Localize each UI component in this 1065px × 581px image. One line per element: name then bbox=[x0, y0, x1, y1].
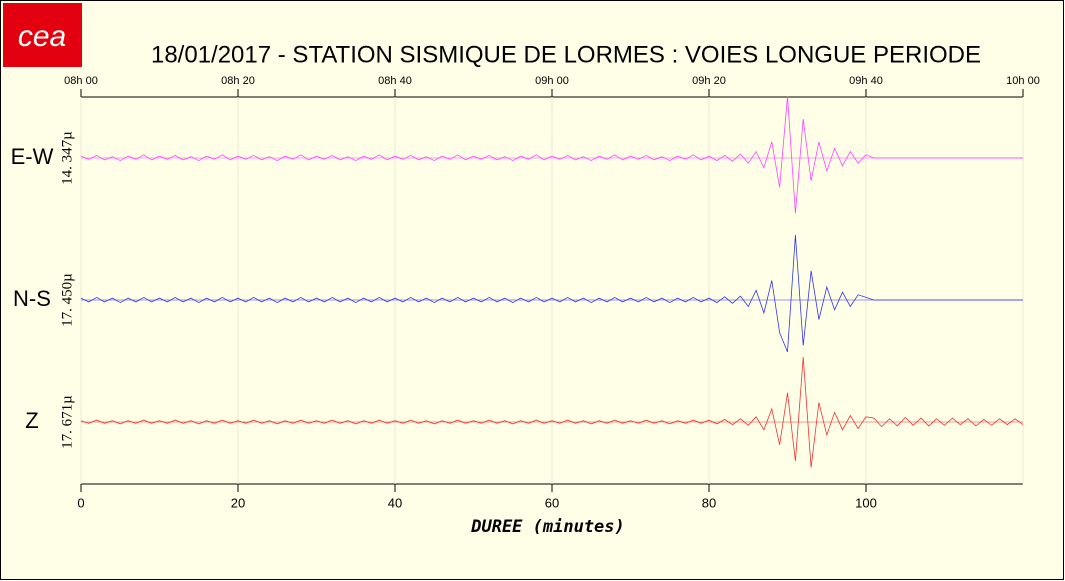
trace-name: E-W bbox=[11, 144, 54, 169]
top-tick-label: 08h 40 bbox=[378, 75, 412, 87]
x-tick-label: 40 bbox=[388, 495, 402, 510]
x-tick-label: 20 bbox=[231, 495, 245, 510]
x-tick-label: 100 bbox=[855, 495, 877, 510]
scale-label: 17. 450µ bbox=[59, 273, 75, 327]
trace-name: Z bbox=[25, 408, 38, 433]
scale-label: 14. 347µ bbox=[59, 131, 75, 185]
logo: cea bbox=[18, 20, 66, 53]
top-tick-label: 08h 00 bbox=[64, 75, 98, 87]
x-axis-label: DUREE (minutes) bbox=[470, 517, 625, 537]
top-tick-label: 09h 40 bbox=[849, 75, 883, 87]
x-tick-label: 60 bbox=[545, 495, 559, 510]
x-tick-label: 0 bbox=[77, 495, 84, 510]
top-tick-label: 09h 20 bbox=[692, 75, 726, 87]
scale-label: 17. 671µ bbox=[59, 395, 75, 449]
x-tick-label: 80 bbox=[702, 495, 716, 510]
top-tick-label: 10h 00 bbox=[1006, 75, 1040, 87]
trace-name: N-S bbox=[13, 286, 51, 311]
trace bbox=[80, 356, 1024, 468]
top-tick-label: 08h 20 bbox=[221, 75, 255, 87]
trace bbox=[80, 234, 1023, 353]
trace bbox=[80, 96, 1023, 214]
chart-title: 18/01/2017 - STATION SISMIQUE DE LORMES … bbox=[151, 41, 981, 68]
top-tick-label: 09h 00 bbox=[535, 75, 569, 87]
logo-box bbox=[3, 3, 82, 67]
